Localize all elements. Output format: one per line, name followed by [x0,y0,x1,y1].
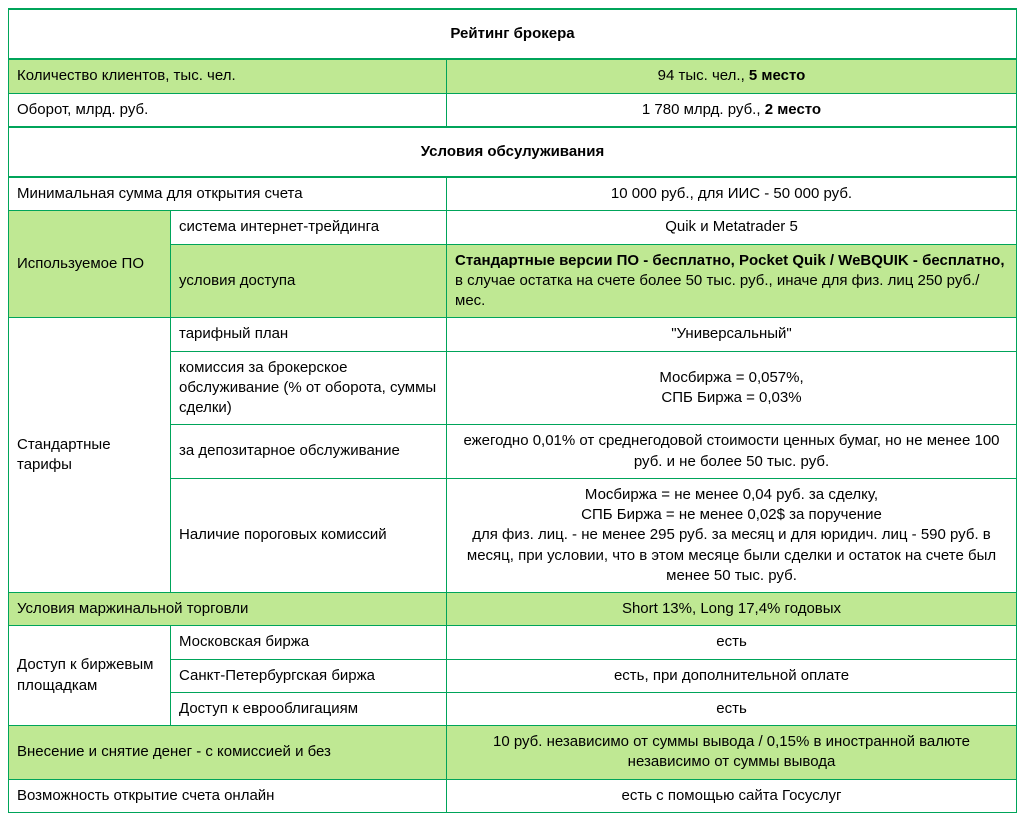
tariffs-sublabel-0: тарифный план [171,318,447,351]
tariffs-value-1: Мосбиржа = 0,057%, СПБ Биржа = 0,03% [447,351,1017,425]
clients-value: 94 тыс. чел., 5 место [447,59,1017,93]
software-value-1: Стандартные версии ПО - бесплатно, Pocke… [447,244,1017,318]
cash-value: 10 руб. независимо от суммы вывода / 0,1… [447,726,1017,780]
turnover-value-prefix: 1 780 млрд. руб., [642,101,765,118]
clients-label: Количество клиентов, тыс. чел. [9,59,447,93]
margin-label: Условия маржинальной торговли [9,593,447,626]
turnover-value-bold: 2 место [765,101,821,118]
turnover-label: Оборот, млрд. руб. [9,93,447,127]
exchanges-group-label: Доступ к биржевым площадкам [9,626,171,726]
margin-value: Short 13%, Long 17,4% годовых [447,593,1017,626]
online-label: Возможность открытие счета онлайн [9,779,447,812]
software-value-1-rest: в случае остатка на счете более 50 тыс. … [455,272,979,309]
tariffs-value-0: "Универсальный" [447,318,1017,351]
software-group-label: Используемое ПО [9,211,171,318]
exchanges-value-1: есть, при дополнительной оплате [447,659,1017,692]
exchanges-value-2: есть [447,692,1017,725]
tariffs-value-3-line3: для физ. лиц. - не менее 295 руб. за мес… [467,526,996,584]
tariffs-value-2: ежегодно 0,01% от среднегодовой стоимост… [447,425,1017,479]
tariffs-value-1-line2: СПБ Биржа = 0,03% [661,389,801,406]
tariffs-sublabel-3: Наличие пороговых комиссий [171,478,447,592]
min-deposit-label: Минимальная сумма для открытия счета [9,177,447,211]
broker-info-table: Рейтинг брокера Количество клиентов, тыс… [8,8,1017,813]
software-value-0: Quik и Metatrader 5 [447,211,1017,244]
tariffs-value-3: Мосбиржа = не менее 0,04 руб. за сделку,… [447,478,1017,592]
section1-title: Рейтинг брокера [9,9,1017,59]
turnover-value: 1 780 млрд. руб., 2 место [447,93,1017,127]
section2-title: Условия обсулуживания [9,127,1017,177]
online-value: есть с помощью сайта Госуслуг [447,779,1017,812]
tariffs-value-3-line1: Мосбиржа = не менее 0,04 руб. за сделку, [585,486,878,503]
cash-label: Внесение и снятие денег - с комиссией и … [9,726,447,780]
tariffs-value-1-line1: Мосбиржа = 0,057%, [659,369,803,386]
tariffs-value-3-line2: СПБ Биржа = не менее 0,02$ за поручение [581,506,882,523]
exchanges-sublabel-0: Московская биржа [171,626,447,659]
exchanges-sublabel-2: Доступ к еврооблигациям [171,692,447,725]
tariffs-group-label: Стандартные тарифы [9,318,171,593]
clients-value-bold: 5 место [749,67,805,84]
exchanges-value-0: есть [447,626,1017,659]
tariffs-sublabel-1: комиссия за брокерское обслуживание (% о… [171,351,447,425]
tariffs-sublabel-2: за депозитарное обслуживание [171,425,447,479]
clients-value-prefix: 94 тыс. чел., [658,67,749,84]
software-sublabel-0: система интернет-трейдинга [171,211,447,244]
exchanges-sublabel-1: Санкт-Петербургская биржа [171,659,447,692]
software-sublabel-1: условия доступа [171,244,447,318]
min-deposit-value: 10 000 руб., для ИИС - 50 000 руб. [447,177,1017,211]
software-value-1-bold: Стандартные версии ПО - бесплатно, Pocke… [455,252,1005,269]
